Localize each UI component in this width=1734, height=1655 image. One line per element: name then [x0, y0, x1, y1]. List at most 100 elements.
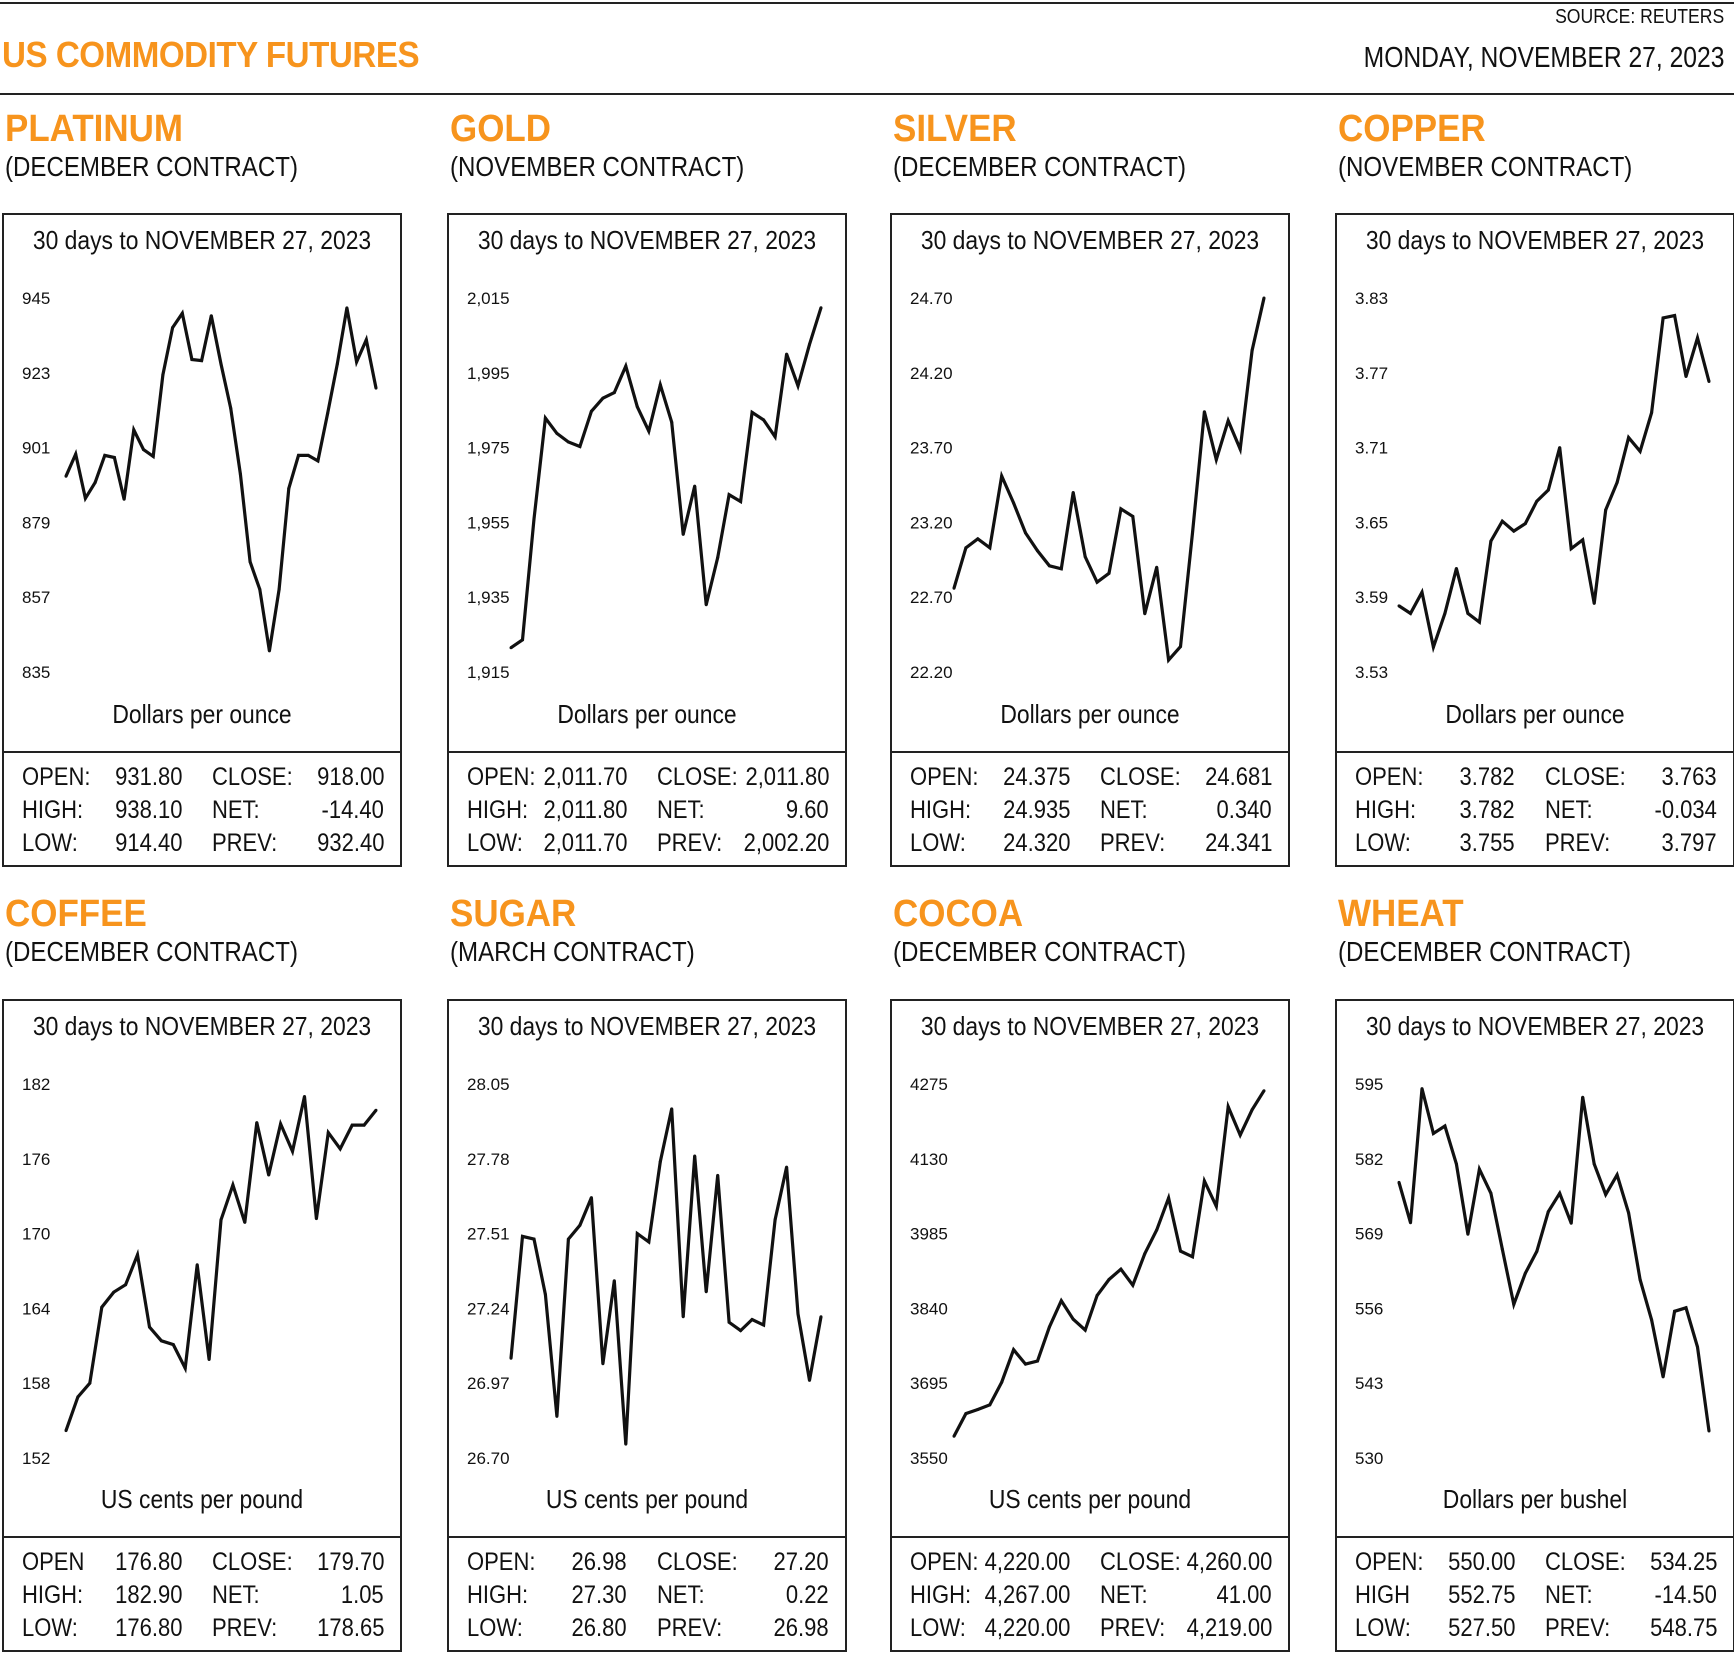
low-value: 26.80 [571, 1614, 627, 1642]
high-value: 2,011.80 [542, 796, 627, 824]
y-tick-label: 835 [22, 663, 50, 682]
data-point [808, 1378, 811, 1382]
data-point [727, 1320, 731, 1324]
y-tick-label: 1,975 [467, 439, 510, 458]
contract-label: (DECEMBER CONTRACT) [893, 151, 1186, 182]
data-point [1615, 481, 1619, 484]
chart-box: 595 582 569 556 543 530 30 days to NOVEMBER 2… [1335, 999, 1734, 1652]
data-point [314, 1217, 318, 1221]
data-point [93, 481, 97, 485]
data-point [670, 1107, 674, 1111]
price-stats: OPEN: 4,220.00 CLOSE: 4,260.00 HIGH: 4,2… [892, 1536, 1288, 1650]
data-point [658, 1160, 662, 1164]
prev-value: 178.65 [316, 1614, 384, 1642]
data-point [1431, 645, 1435, 649]
data-point [1684, 375, 1688, 378]
data-point [1167, 1196, 1171, 1200]
chart-box: 4275 4130 3985 3840 3695 3550 30 days to NOVE… [890, 999, 1290, 1652]
prev-label: PREV: [657, 1614, 723, 1642]
price-stats: OPEN: 550.00 CLOSE: 534.25 HIGH 552.75 N… [1337, 1536, 1733, 1650]
stats-row: OPEN: 2,011.70 CLOSE: 2,011.80 [449, 763, 845, 795]
data-point [716, 556, 720, 560]
data-point [1558, 446, 1562, 450]
data-point [1397, 604, 1401, 608]
data-point [1202, 1179, 1206, 1183]
contract-label: (NOVEMBER CONTRACT) [450, 151, 745, 182]
prev-label: PREV: [1100, 829, 1166, 857]
stats-row: HIGH 552.75 NET: -14.50 [1337, 1581, 1733, 1613]
close-label: CLOSE: [657, 763, 738, 791]
close-label: CLOSE: [1100, 763, 1181, 791]
chart-period: 30 days to NOVEMBER 27, 2023 [920, 225, 1260, 255]
open-value: 931.80 [114, 763, 182, 791]
data-point [704, 1290, 708, 1294]
y-tick-label: 1,935 [467, 588, 510, 607]
data-point [64, 1429, 68, 1433]
low-value: 914.40 [114, 829, 182, 857]
data-point [1535, 499, 1539, 503]
y-tick-label: 176 [22, 1150, 50, 1169]
low-value: 4,220.00 [984, 1614, 1070, 1642]
contract-label: (MARCH CONTRACT) [450, 936, 695, 967]
data-point [1179, 645, 1182, 649]
line-chart: 945 923 901 879 857 835 [22, 289, 378, 682]
data-point [335, 362, 339, 366]
chart-box: 182 176 170 164 158 152 30 days to NOVEMBER 2… [2, 999, 402, 1652]
close-value: 4,260.00 [1186, 1548, 1272, 1576]
low-label: LOW: [22, 829, 78, 857]
y-tick-label: 1,915 [467, 663, 510, 682]
prev-value: 26.98 [773, 1614, 829, 1642]
net-label: NET: [1545, 796, 1593, 824]
y-tick-label: 901 [22, 439, 50, 458]
data-point [785, 352, 789, 356]
stats-row: LOW: 914.40 PREV: 932.40 [4, 829, 400, 861]
close-value: 27.20 [773, 1548, 829, 1576]
data-point [374, 386, 378, 390]
prev-label: PREV: [212, 829, 278, 857]
net-label: NET: [657, 796, 705, 824]
y-tick-label: 22.70 [910, 588, 953, 607]
data-point [1131, 1283, 1135, 1287]
stats-row: LOW: 24.320 PREV: 24.341 [892, 829, 1288, 861]
data-point [83, 496, 87, 500]
data-point [1638, 449, 1642, 453]
y-tick-label: 595 [1355, 1075, 1383, 1094]
data-point [1581, 538, 1585, 542]
data-point [1673, 314, 1677, 317]
commodity-name: WHEAT [1338, 893, 1464, 935]
data-point [1466, 611, 1470, 615]
data-point [1167, 658, 1171, 662]
data-point [1214, 1204, 1218, 1208]
data-point [248, 560, 252, 564]
stats-row: OPEN: 3.782 CLOSE: 3.763 [1337, 763, 1733, 795]
contract-label: (NOVEMBER CONTRACT) [1338, 151, 1633, 182]
data-point [566, 1237, 570, 1241]
prev-label: PREV: [212, 1614, 278, 1642]
data-point [681, 532, 685, 536]
data-point [1604, 508, 1608, 512]
open-label: OPEN: [467, 763, 536, 791]
data-point [727, 493, 731, 497]
stats-row: OPEN: 931.80 CLOSE: 918.00 [4, 763, 400, 795]
data-point [1604, 1193, 1608, 1196]
data-point [219, 1218, 223, 1222]
net-label: NET: [1545, 1581, 1593, 1609]
data-point [1454, 567, 1458, 570]
data-point [964, 1412, 968, 1416]
data-point [521, 1234, 524, 1238]
data-point [1523, 522, 1527, 526]
data-point [976, 1408, 980, 1411]
y-axis-unit: Dollars per ounce [1000, 699, 1180, 729]
data-point [1454, 1162, 1458, 1166]
price-line [509, 1108, 823, 1445]
high-label: HIGH: [1355, 796, 1417, 824]
stats-row: HIGH: 24.935 NET: 0.340 [892, 796, 1288, 828]
data-point [124, 1283, 128, 1287]
data-point [132, 428, 136, 432]
high-label: HIGH: [910, 1581, 972, 1609]
commodity-name: PLATINUM [5, 108, 184, 150]
low-label: LOW: [467, 829, 523, 857]
y-tick-label: 3.65 [1355, 513, 1388, 532]
y-axis-unit: Dollars per ounce [112, 699, 292, 729]
stats-row: OPEN: 24.375 CLOSE: 24.681 [892, 763, 1288, 795]
